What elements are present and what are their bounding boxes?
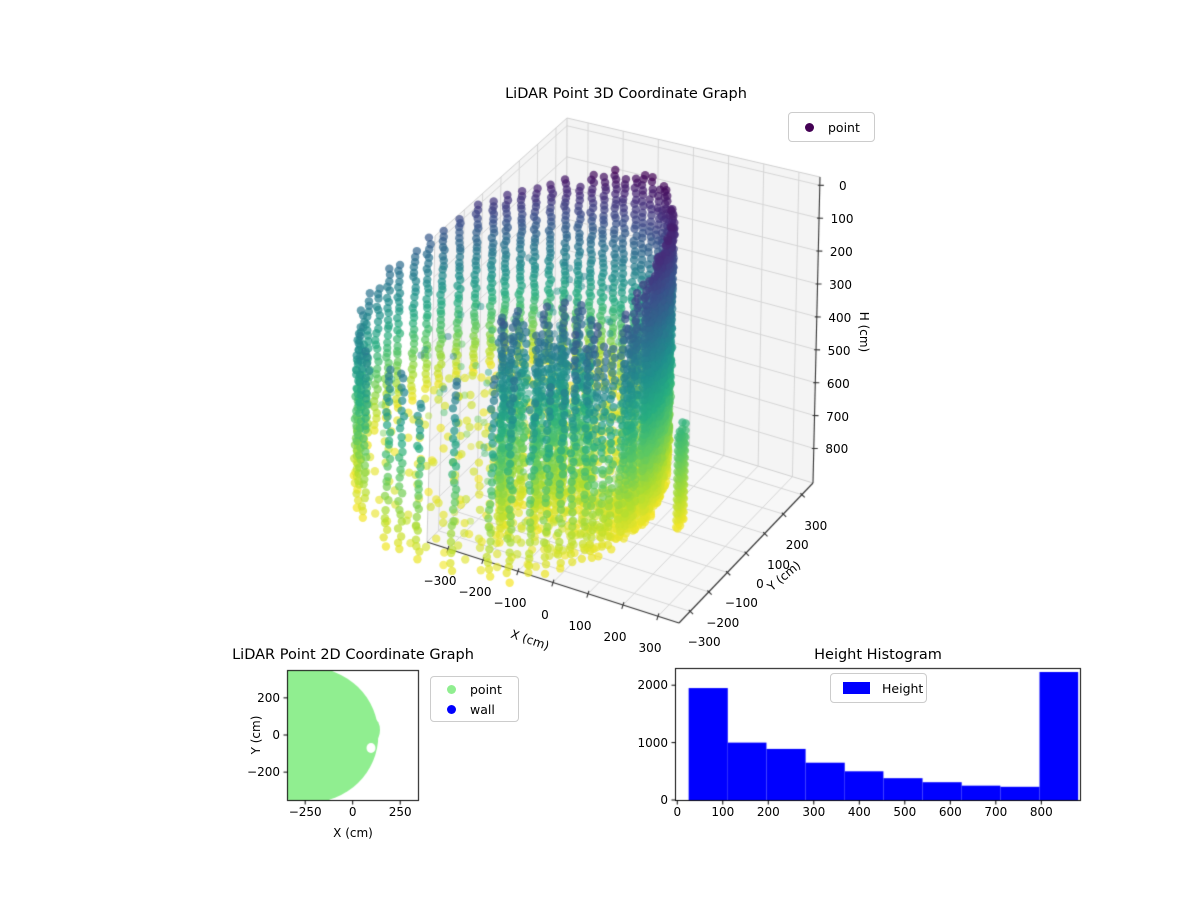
hist-y-tick-label: 2000 bbox=[637, 678, 668, 693]
hist-y-tick-label: 0 bbox=[660, 793, 668, 807]
plot2d-y-tick-label: −200 bbox=[247, 765, 280, 780]
plot3d-legend: point bbox=[788, 112, 875, 142]
legend-label: Height bbox=[882, 680, 924, 696]
legend-entry-point: point bbox=[795, 120, 868, 135]
plot3d-z-tick-label: 0 bbox=[838, 179, 847, 194]
plot2d-title: LiDAR Point 2D Coordinate Graph bbox=[232, 647, 474, 663]
plot2d-x-tick-label: 250 bbox=[388, 805, 412, 819]
plot3d-y-tick-label: 200 bbox=[785, 538, 809, 553]
hist-x-tick-label: 500 bbox=[893, 805, 917, 819]
point-marker-icon bbox=[805, 122, 814, 132]
plot3d-z-tick-label: 100 bbox=[830, 212, 854, 227]
plot3d-y-tick-label: 100 bbox=[767, 557, 791, 572]
hist-x-tick-label: 0 bbox=[673, 805, 682, 819]
plot3d-x-tick-label: −200 bbox=[458, 585, 492, 599]
plot2d-x-tick-label: 0 bbox=[348, 805, 357, 819]
plot3d-x-tick-label: 100 bbox=[568, 618, 592, 633]
plot3d-z-tick-label: 800 bbox=[825, 442, 849, 457]
plot2d-y-tick-label: 0 bbox=[272, 728, 280, 742]
plot2d-x-tick-label: −250 bbox=[288, 805, 322, 819]
hist-title: Height Histogram bbox=[814, 647, 942, 663]
plot2d-xaxis-label: X (cm) bbox=[333, 826, 373, 840]
hist-x-tick-label: 800 bbox=[1029, 805, 1053, 819]
plot3d-z-tick-label: 200 bbox=[829, 245, 853, 260]
hist-x-tick-label: 600 bbox=[938, 805, 962, 819]
legend-entry-point: point bbox=[437, 682, 512, 697]
plot3d-x-tick-label: 0 bbox=[541, 607, 549, 622]
plot3d-x-tick-label: 200 bbox=[603, 630, 627, 644]
plot3d-x-tick-label: −300 bbox=[423, 573, 457, 588]
hist-x-tick-label: 700 bbox=[984, 805, 1008, 819]
hist-x-tick-label: 300 bbox=[802, 805, 826, 819]
plot3d-x-tick-label: −100 bbox=[493, 596, 527, 611]
plot3d-y-tick-label: −300 bbox=[687, 635, 721, 650]
legend-label: wall bbox=[470, 701, 495, 717]
plot3d-x-tick-label: 300 bbox=[638, 641, 662, 656]
legend-label: point bbox=[828, 119, 860, 135]
legend-entry-height: Height bbox=[837, 680, 924, 696]
plot3d-z-tick-label: 500 bbox=[827, 343, 851, 358]
hist-x-tick-label: 200 bbox=[756, 805, 780, 819]
hist-y-tick-label: 1000 bbox=[637, 735, 668, 750]
plot2d-y-tick-label: 200 bbox=[257, 690, 280, 705]
hist-x-tick-label: 400 bbox=[847, 805, 871, 819]
legend-label: point bbox=[470, 681, 502, 697]
plot3d-z-tick-label: 600 bbox=[826, 376, 850, 391]
plot3d-y-tick-label: −100 bbox=[724, 596, 758, 611]
height-bar-swatch bbox=[843, 682, 870, 694]
plot3d-z-tick-label: 400 bbox=[828, 310, 852, 325]
plot3d-zaxis-label: H (cm) bbox=[857, 311, 871, 353]
plot3d-y-tick-label: 300 bbox=[804, 518, 828, 533]
plot3d-y-tick-label: −200 bbox=[706, 615, 740, 630]
legend-entry-wall: wall bbox=[437, 702, 512, 717]
plot3d-z-tick-label: 700 bbox=[826, 409, 849, 424]
plot3d-y-tick-label: 0 bbox=[756, 577, 764, 591]
hist-legend: Height bbox=[830, 673, 927, 703]
wall-marker-icon bbox=[447, 704, 456, 714]
plot2d-yaxis-label: Y (cm) bbox=[249, 715, 263, 755]
plot3d-title: LiDAR Point 3D Coordinate Graph bbox=[505, 86, 747, 102]
plot3d-z-tick-label: 300 bbox=[829, 277, 852, 292]
hist-x-tick-label: 100 bbox=[711, 805, 735, 819]
plot2d-legend: point wall bbox=[430, 676, 519, 722]
point-marker-icon bbox=[447, 684, 456, 694]
